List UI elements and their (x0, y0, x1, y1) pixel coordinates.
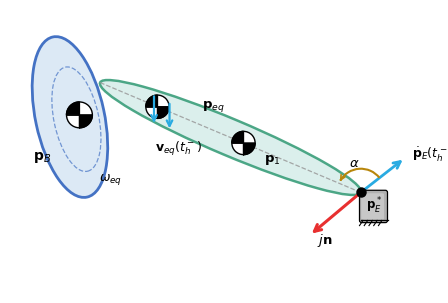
Text: $\mathbf{p}_{eq}$: $\mathbf{p}_{eq}$ (202, 99, 225, 114)
FancyBboxPatch shape (359, 190, 388, 223)
Polygon shape (157, 107, 169, 118)
Circle shape (232, 132, 255, 155)
Text: $\omega_{eq}$: $\omega_{eq}$ (99, 172, 122, 187)
Polygon shape (232, 132, 243, 143)
FancyBboxPatch shape (361, 193, 384, 220)
Circle shape (66, 102, 92, 128)
Text: $\dot{\mathbf{p}}_E(t_h^-)$: $\dot{\mathbf{p}}_E(t_h^-)$ (412, 145, 448, 164)
Polygon shape (79, 115, 92, 128)
Polygon shape (66, 102, 79, 115)
Ellipse shape (100, 80, 361, 195)
Polygon shape (146, 95, 157, 107)
Text: $j\mathbf{n}$: $j\mathbf{n}$ (317, 232, 332, 249)
Text: $\mathbf{p}_1$: $\mathbf{p}_1$ (264, 153, 280, 167)
Polygon shape (243, 143, 255, 155)
Text: $\mathbf{p}_B$: $\mathbf{p}_B$ (33, 151, 51, 165)
Text: $\alpha$: $\alpha$ (349, 157, 360, 170)
Circle shape (146, 95, 169, 118)
Text: $\mathbf{v}_{eq}(t_h^-)$: $\mathbf{v}_{eq}(t_h^-)$ (155, 140, 202, 158)
Ellipse shape (32, 37, 108, 198)
Text: $\mathbf{p}_E^*$: $\mathbf{p}_E^*$ (366, 196, 382, 216)
